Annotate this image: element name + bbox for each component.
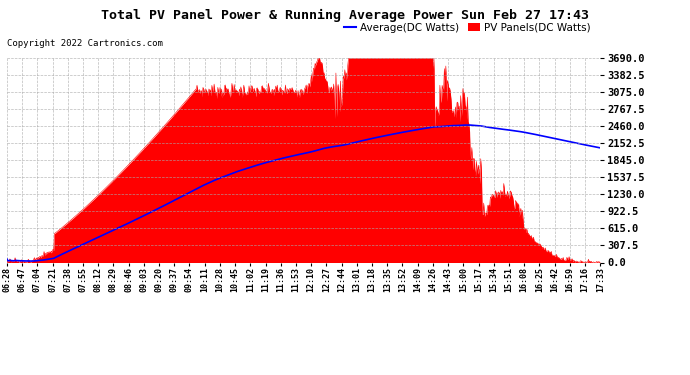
Text: Copyright 2022 Cartronics.com: Copyright 2022 Cartronics.com [7,39,163,48]
Legend: Average(DC Watts), PV Panels(DC Watts): Average(DC Watts), PV Panels(DC Watts) [339,18,595,37]
Text: Total PV Panel Power & Running Average Power Sun Feb 27 17:43: Total PV Panel Power & Running Average P… [101,9,589,22]
